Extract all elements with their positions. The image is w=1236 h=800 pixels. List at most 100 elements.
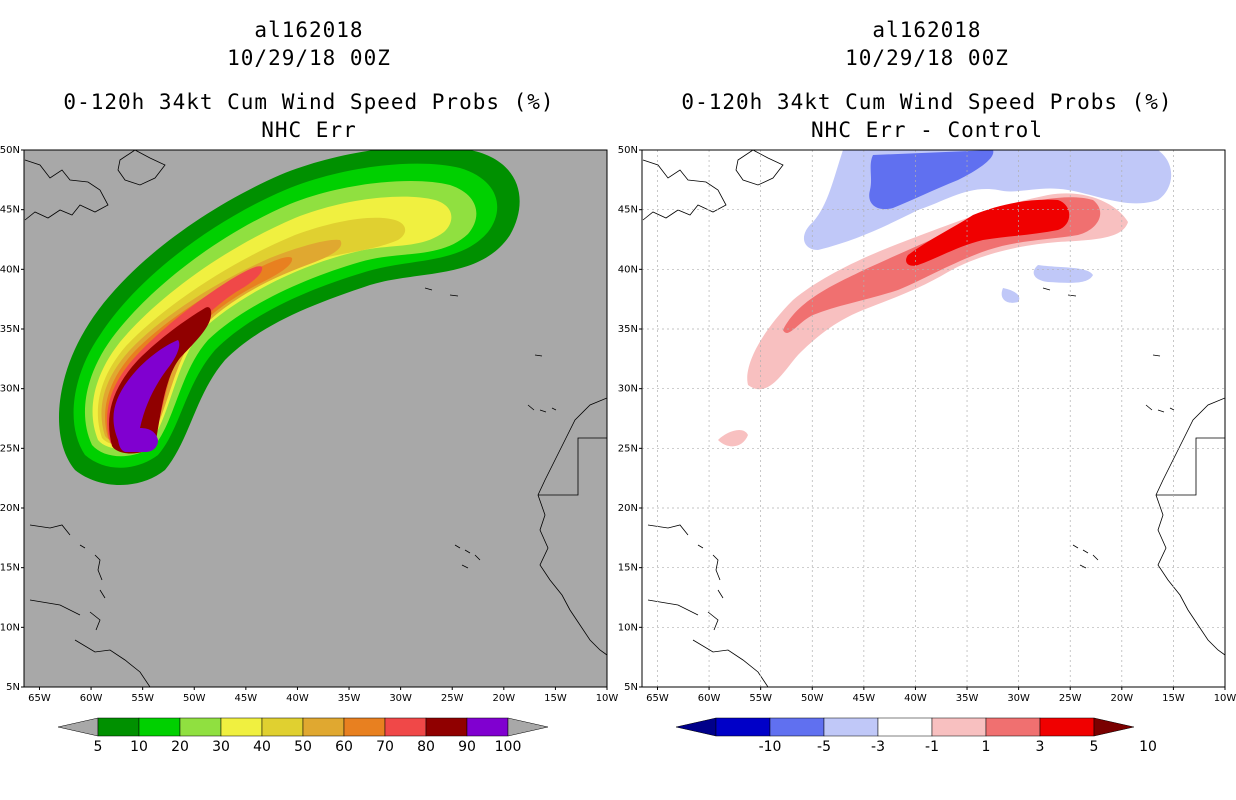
lat-label: 15N [0, 563, 20, 574]
colorbar-label: 5 [1090, 739, 1099, 755]
coast-caribbean [29, 524, 151, 687]
left-colorbar: 5 10 20 30 40 50 60 70 80 90 100 [57, 717, 549, 755]
colorbar-label: 5 [94, 739, 103, 755]
colorbar-label: 100 [495, 739, 522, 755]
coast-capeverde-r [1072, 544, 1099, 569]
right-gridlines [642, 150, 1225, 687]
lat-label: 20N [0, 503, 20, 514]
lon-label: 15W [1162, 693, 1185, 704]
lat-label: 40N [0, 264, 20, 275]
lat-label: 5N [624, 682, 638, 693]
lon-label: 35W [338, 693, 361, 704]
lat-label: 45N [618, 205, 638, 216]
left-map-frame [23, 149, 608, 688]
colorbar-left-arrow [57, 717, 99, 737]
colorbar-label: 90 [458, 739, 476, 755]
colorbar-label: 10 [1139, 739, 1157, 755]
lat-label: 35N [618, 324, 638, 335]
coast-canary-r [1145, 404, 1175, 413]
left-map-svg: 50N 45N 40N 35N 30N 25N 20N 15N 10N 5N 65W 60W 55W 50… [0, 145, 618, 755]
coast-azores [424, 287, 543, 357]
colorbar-label: 50 [294, 739, 312, 755]
right-subtitle: NHC Err - Control [811, 118, 1043, 142]
coast-nova-scotia-r [735, 150, 784, 186]
colorbar-label: 60 [335, 739, 353, 755]
lon-label: 20W [493, 693, 516, 704]
colorbar-label: -3 [871, 739, 885, 755]
diff-neg3-north [869, 150, 994, 210]
lon-label: 40W [904, 693, 927, 704]
colorbar-swatch [931, 717, 987, 737]
lat-label: 45N [0, 205, 20, 216]
lon-label: 50W [801, 693, 824, 704]
colorbar-label: 3 [1036, 739, 1045, 755]
colorbar-label: 80 [417, 739, 435, 755]
left-datetime: 10/29/18 00Z [227, 46, 391, 70]
colorbar-swatch [985, 717, 1041, 737]
colorbar-swatch [425, 717, 468, 737]
colorbar-swatch [179, 717, 222, 737]
lon-label: 40W [286, 693, 309, 704]
coast-newfoundland [24, 159, 109, 221]
lon-label: 55W [749, 693, 772, 704]
colorbar-swatch [769, 717, 825, 737]
coast-africa-r [1155, 397, 1225, 656]
colorbar-swatch [220, 717, 263, 737]
colorbar-label: 30 [212, 739, 230, 755]
right-panel: al162018 10/29/18 00Z 0-120h 34kt Cum Wi… [618, 0, 1236, 800]
prob-band-20 [84, 180, 477, 457]
lon-label: 20W [1111, 693, 1134, 704]
lon-label: 30W [1007, 693, 1030, 704]
right-axes: 50N 45N 40N 35N 30N 25N 20N 15N 10N 5N 65W 60W 55W 50… [618, 145, 1236, 704]
lat-label: 40N [618, 264, 638, 275]
colorbar-label: -1 [925, 739, 939, 755]
right-difference-field [718, 150, 1172, 447]
lon-label: 10W [596, 693, 618, 704]
right-product-title: 0-120h 34kt Cum Wind Speed Probs (%) [681, 90, 1173, 114]
colorbar-swatch [97, 717, 140, 737]
right-colorbar: -10 -5 -3 -1 1 3 5 10 [675, 717, 1157, 755]
lon-label: 10W [1214, 693, 1236, 704]
colorbar-swatch [384, 717, 427, 737]
lat-label: 5N [6, 682, 20, 693]
coast-canary [527, 404, 557, 413]
colorbar-label: 1 [982, 739, 991, 755]
colorbar-label: 70 [376, 739, 394, 755]
coast-newfoundland-r [642, 159, 727, 221]
coast-africa-border [538, 437, 607, 496]
lat-label: 20N [618, 503, 638, 514]
coast-azores-r [1042, 287, 1161, 357]
right-map-svg: 50N 45N 40N 35N 30N 25N 20N 15N 10N 5N 65W 60W 55W 50… [618, 145, 1236, 755]
lon-label: 15W [544, 693, 567, 704]
coast-caribbean-r [647, 524, 769, 687]
prob-band-90 [113, 340, 180, 452]
lat-label: 15N [618, 563, 638, 574]
lat-label: 10N [618, 622, 638, 633]
coast-nova-scotia [117, 150, 166, 186]
coast-africa-border-r [1156, 437, 1225, 496]
lat-label: 25N [618, 443, 638, 454]
colorbar-swatch [302, 717, 345, 737]
left-probability-field [59, 150, 520, 485]
right-coastlines [642, 150, 1225, 687]
lat-label: 50N [0, 145, 20, 156]
lat-label: 50N [618, 145, 638, 156]
colorbar-label: 20 [171, 739, 189, 755]
lon-label: 25W [1059, 693, 1082, 704]
colorbar-left-arrow [675, 717, 717, 737]
colorbar-swatch [466, 717, 509, 737]
lon-label: 25W [441, 693, 464, 704]
colorbar-swatch [715, 717, 771, 737]
left-subtitle: NHC Err [261, 118, 357, 142]
coast-africa [537, 397, 607, 656]
colorbar-label: 10 [130, 739, 148, 755]
lat-label: 25N [0, 443, 20, 454]
left-storm-id: al162018 [254, 18, 364, 42]
colorbar-swatch [823, 717, 879, 737]
left-panel: al162018 10/29/18 00Z 0-120h 34kt Cum Wi… [0, 18, 618, 755]
colorbar-right-arrow [507, 717, 549, 737]
lon-label: 45W [235, 693, 258, 704]
lon-label: 55W [131, 693, 154, 704]
lon-label: 45W [853, 693, 876, 704]
lat-label: 10N [0, 622, 20, 633]
